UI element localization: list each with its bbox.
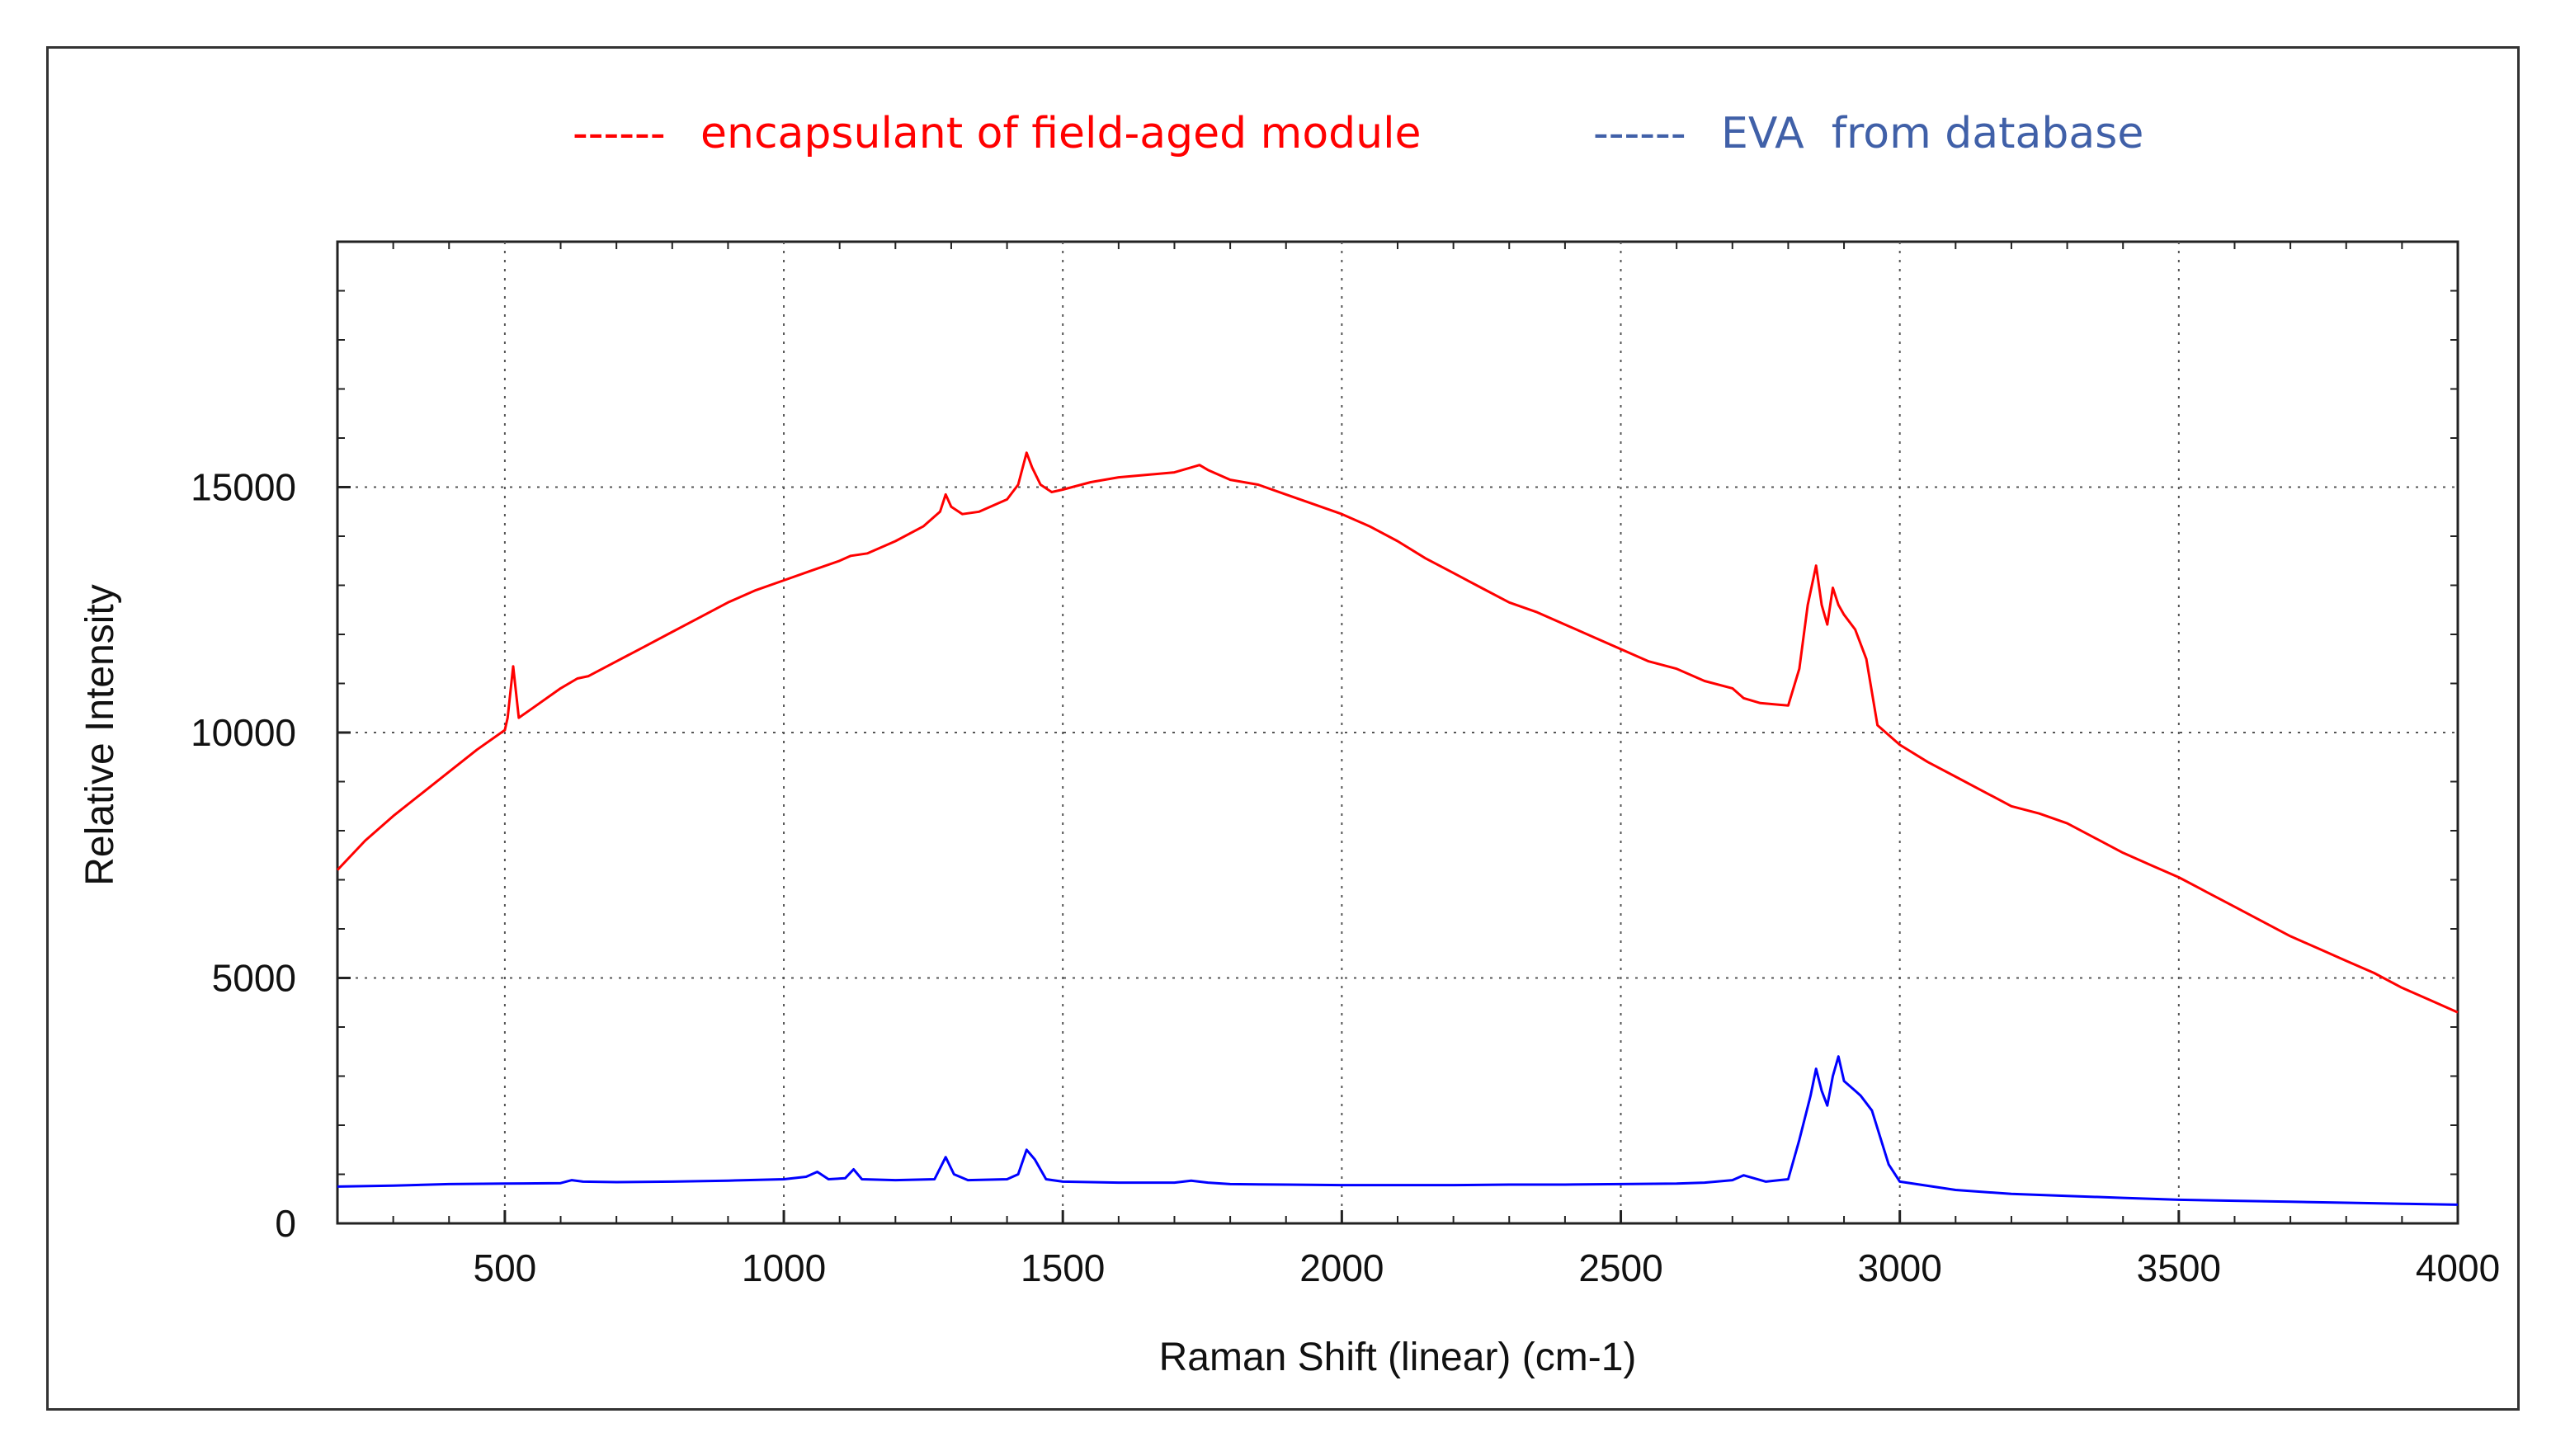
x-tick-label: 2500	[1578, 1246, 1662, 1289]
legend: ------ encapsulant of field-aged module …	[573, 109, 2143, 158]
series-line-eva	[337, 1055, 2459, 1206]
x-axis-ticks: 500 1000 1500 2000 2500 3000 3500 4000	[474, 1210, 2500, 1289]
x-axis-title: Raman Shift (linear) (cm-1)	[1159, 1336, 1637, 1379]
x-tick-label: 500	[474, 1246, 537, 1289]
x-tick-label: 1500	[1021, 1246, 1105, 1289]
y-tick-label: 15000	[191, 466, 296, 509]
legend-label-eva: EVA from database	[1721, 109, 2143, 158]
y-tick-label: 0	[275, 1202, 296, 1245]
x-tick-label: 2000	[1299, 1246, 1384, 1289]
x-tick-label: 1000	[742, 1246, 826, 1289]
y-axis-title: Relative Intensity	[78, 584, 122, 886]
x-tick-label: 3500	[2137, 1246, 2221, 1289]
raman-spectrum-chart: ------ encapsulant of field-aged module …	[78, 109, 2500, 1379]
grid	[337, 242, 2458, 1223]
series-line-encapsulant	[336, 451, 2459, 1014]
y-axis-ticks: 0 5000 10000 15000	[191, 466, 351, 1245]
legend-marker-eva: ------	[1593, 109, 1686, 158]
x-tick-label: 3000	[1858, 1246, 1942, 1289]
series	[336, 451, 2459, 1206]
x-tick-label: 4000	[2416, 1246, 2500, 1289]
minor-ticks	[337, 242, 2458, 1223]
figure-frame: ------ encapsulant of field-aged module …	[46, 46, 2520, 1411]
plot-area	[336, 240, 2459, 1225]
legend-marker-encapsulant: ------	[573, 109, 666, 158]
legend-label-encapsulant: encapsulant of field-aged module	[700, 109, 1422, 158]
y-tick-label: 10000	[191, 711, 296, 754]
y-tick-label: 5000	[212, 957, 296, 1000]
